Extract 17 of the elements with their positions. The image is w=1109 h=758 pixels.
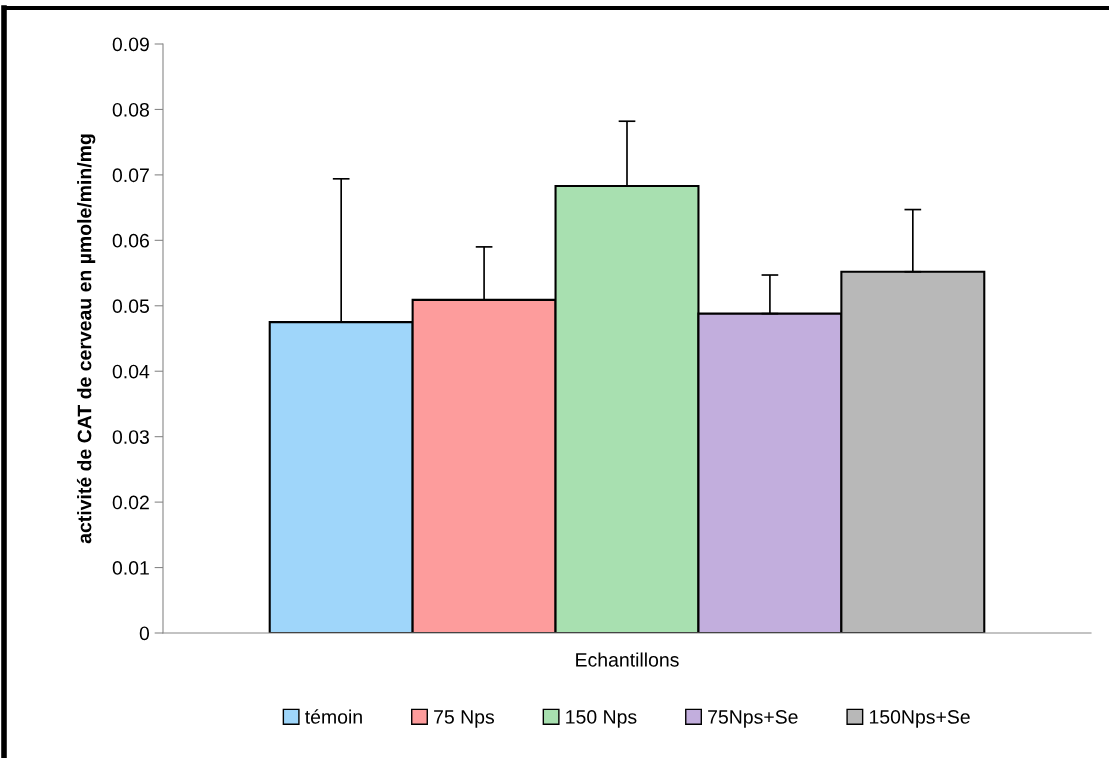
legend-label: 75Nps+Se xyxy=(708,710,798,728)
legend-label: 75 Nps xyxy=(434,710,495,728)
legend-label: 150 Nps xyxy=(566,710,637,728)
y-tick-label: 0.06 xyxy=(112,233,149,248)
legend-label: témoin xyxy=(305,709,362,724)
y-axis-title: activité de CAT de cerveau en µmole/min/mg xyxy=(76,134,96,544)
y-tick-label: 0.09 xyxy=(112,37,149,52)
y-tick-label: 0.02 xyxy=(112,495,149,510)
y-tick-label: 0.01 xyxy=(112,561,149,575)
y-tick-label: 0.03 xyxy=(112,430,149,444)
x-tick-label: Echantillons xyxy=(576,652,679,667)
y-tick-label: 0.05 xyxy=(112,299,149,314)
y-tick-label: 0 xyxy=(139,626,150,641)
y-tick-label: 0.08 xyxy=(112,102,149,117)
y-tick-label: 0.04 xyxy=(112,364,150,379)
legend-label: 150Nps+Se xyxy=(869,710,970,728)
y-tick-label: 0.07 xyxy=(112,168,149,183)
